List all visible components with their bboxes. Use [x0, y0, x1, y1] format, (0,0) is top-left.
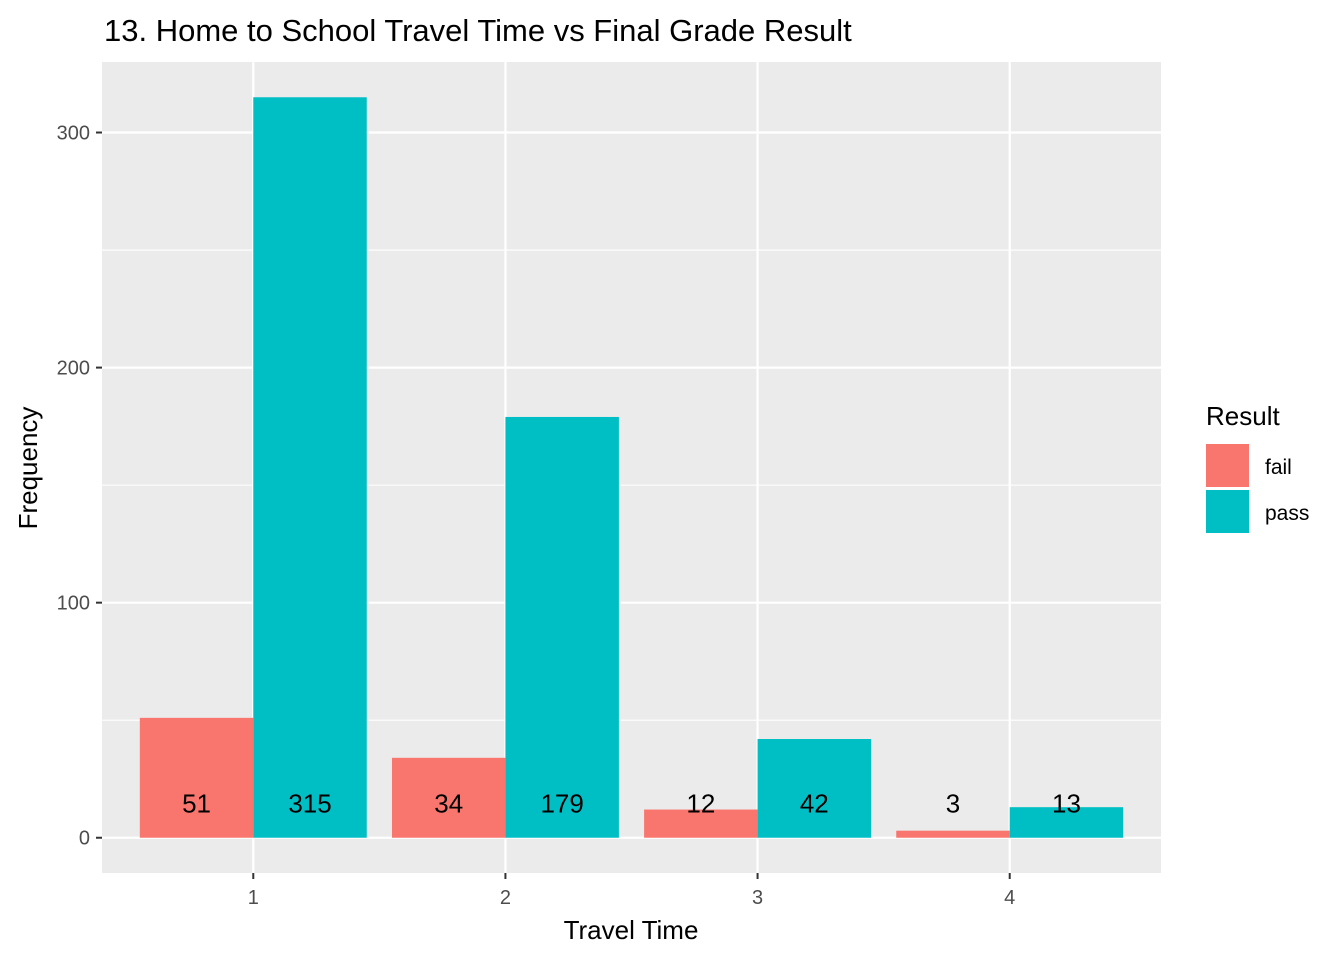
y-tick-label: 100	[57, 593, 90, 615]
bar-label-fail-3: 12	[686, 789, 715, 819]
y-tick-label: 0	[79, 828, 90, 850]
legend: Result fail pass	[1206, 401, 1309, 533]
bar-label-pass-4: 13	[1052, 789, 1081, 819]
bar-fail-1	[139, 717, 254, 838]
legend-label-pass: pass	[1265, 502, 1309, 525]
x-tick-label: 3	[752, 887, 763, 909]
bar-fail-3	[644, 809, 758, 838]
bar-label-pass-3: 42	[800, 789, 829, 819]
bar-label-fail-2: 34	[434, 789, 463, 819]
bar-labels: 51 34 12 3 315 179 42 13	[182, 789, 1081, 819]
y-axis-title: Frequency	[13, 407, 43, 530]
y-axis: 0 100 200 300	[57, 123, 102, 850]
legend-title: Result	[1206, 401, 1280, 431]
y-tick-label: 200	[57, 358, 90, 380]
bar-pass-4	[1009, 807, 1124, 838]
bar-fail-2	[391, 757, 506, 838]
legend-key-pass	[1206, 490, 1249, 533]
x-tick-label: 1	[248, 887, 259, 909]
bar-fail-4	[896, 830, 1010, 838]
bar-label-fail-1: 51	[182, 789, 211, 819]
bars	[139, 97, 1124, 838]
y-tick-label: 300	[57, 123, 90, 145]
legend-key-fail	[1206, 444, 1249, 487]
bar-pass-1	[253, 97, 367, 838]
x-axis-title: Travel Time	[564, 915, 699, 945]
bar-pass-3	[757, 739, 872, 838]
x-tick-label: 4	[1004, 887, 1015, 909]
bar-label-pass-2: 179	[540, 789, 583, 819]
legend-label-fail: fail	[1265, 456, 1292, 479]
x-axis: 1 2 3 4	[248, 873, 1015, 909]
chart-title: 13. Home to School Travel Time vs Final …	[104, 13, 852, 48]
x-tick-label: 2	[500, 887, 511, 909]
bar-pass-2	[505, 416, 619, 838]
bar-label-pass-1: 315	[288, 789, 331, 819]
bar-label-fail-4: 3	[946, 789, 960, 819]
